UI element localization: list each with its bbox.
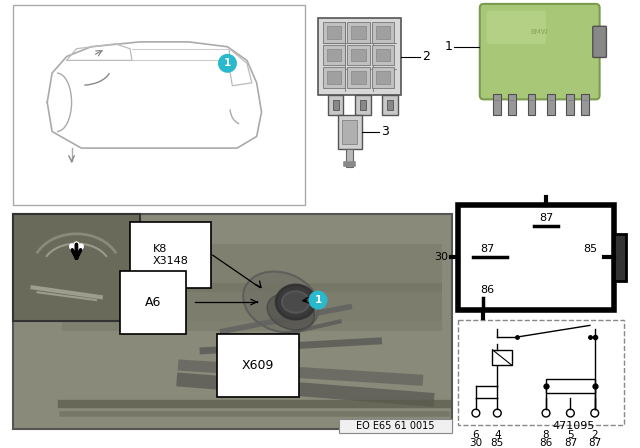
Bar: [493, 94, 501, 115]
Text: 4: 4: [494, 430, 500, 439]
Bar: [13, 5, 305, 205]
Bar: [351, 49, 366, 61]
Text: 471095: 471095: [552, 421, 595, 431]
Bar: [376, 49, 390, 61]
Bar: [376, 26, 390, 39]
Circle shape: [219, 55, 236, 72]
FancyBboxPatch shape: [486, 11, 546, 44]
Bar: [458, 205, 614, 310]
Text: 87: 87: [481, 245, 495, 254]
Bar: [62, 283, 442, 331]
Bar: [13, 214, 140, 322]
Bar: [323, 22, 346, 43]
Bar: [387, 100, 393, 110]
Bar: [323, 45, 346, 65]
Text: 1: 1: [314, 295, 322, 305]
Ellipse shape: [276, 285, 315, 319]
Bar: [614, 234, 626, 280]
FancyBboxPatch shape: [480, 4, 600, 99]
Text: 86: 86: [540, 439, 553, 448]
Bar: [342, 120, 357, 144]
Bar: [348, 22, 370, 43]
Text: X609: X609: [242, 359, 275, 372]
Bar: [346, 149, 353, 167]
FancyBboxPatch shape: [328, 95, 344, 115]
Circle shape: [309, 291, 327, 309]
Bar: [327, 49, 341, 61]
Bar: [348, 45, 370, 65]
Bar: [372, 67, 394, 88]
Ellipse shape: [267, 294, 314, 330]
Text: 87: 87: [564, 439, 577, 448]
Ellipse shape: [282, 291, 309, 313]
Text: 85: 85: [491, 439, 504, 448]
Text: A6: A6: [145, 296, 161, 309]
Bar: [581, 94, 589, 115]
Bar: [351, 71, 366, 84]
FancyBboxPatch shape: [382, 95, 398, 115]
Bar: [547, 94, 555, 115]
Bar: [546, 379, 595, 392]
Text: 30: 30: [434, 252, 448, 262]
Text: 30: 30: [469, 439, 483, 448]
Text: 86: 86: [481, 285, 495, 295]
Text: 1: 1: [445, 40, 452, 53]
Text: 6: 6: [472, 430, 479, 439]
Text: 87: 87: [588, 439, 602, 448]
FancyBboxPatch shape: [318, 17, 401, 95]
Bar: [527, 94, 535, 115]
Text: 1: 1: [224, 58, 231, 69]
FancyBboxPatch shape: [593, 26, 607, 57]
Text: 87: 87: [539, 213, 553, 223]
Text: 2: 2: [422, 50, 430, 63]
Bar: [376, 71, 390, 84]
Text: 8: 8: [543, 430, 549, 439]
Text: 5: 5: [567, 430, 573, 439]
Bar: [62, 244, 442, 292]
Text: K8
X3148: K8 X3148: [152, 245, 188, 266]
Bar: [327, 26, 341, 39]
Bar: [372, 22, 394, 43]
Text: 3: 3: [381, 125, 389, 138]
Bar: [62, 322, 442, 370]
FancyBboxPatch shape: [355, 95, 371, 115]
Bar: [566, 94, 574, 115]
Bar: [348, 67, 370, 88]
Text: BMW: BMW: [531, 29, 548, 35]
Bar: [458, 319, 624, 425]
Bar: [360, 100, 366, 110]
FancyBboxPatch shape: [337, 115, 362, 149]
Bar: [372, 45, 394, 65]
Text: 2: 2: [591, 430, 598, 439]
Bar: [492, 350, 512, 365]
Bar: [333, 100, 339, 110]
Bar: [508, 94, 516, 115]
Bar: [327, 71, 341, 84]
Bar: [351, 26, 366, 39]
Ellipse shape: [243, 271, 319, 332]
Text: 85: 85: [583, 245, 597, 254]
Bar: [13, 214, 452, 429]
Text: EO E65 61 0015: EO E65 61 0015: [356, 421, 435, 431]
FancyBboxPatch shape: [339, 419, 452, 433]
Bar: [323, 67, 346, 88]
